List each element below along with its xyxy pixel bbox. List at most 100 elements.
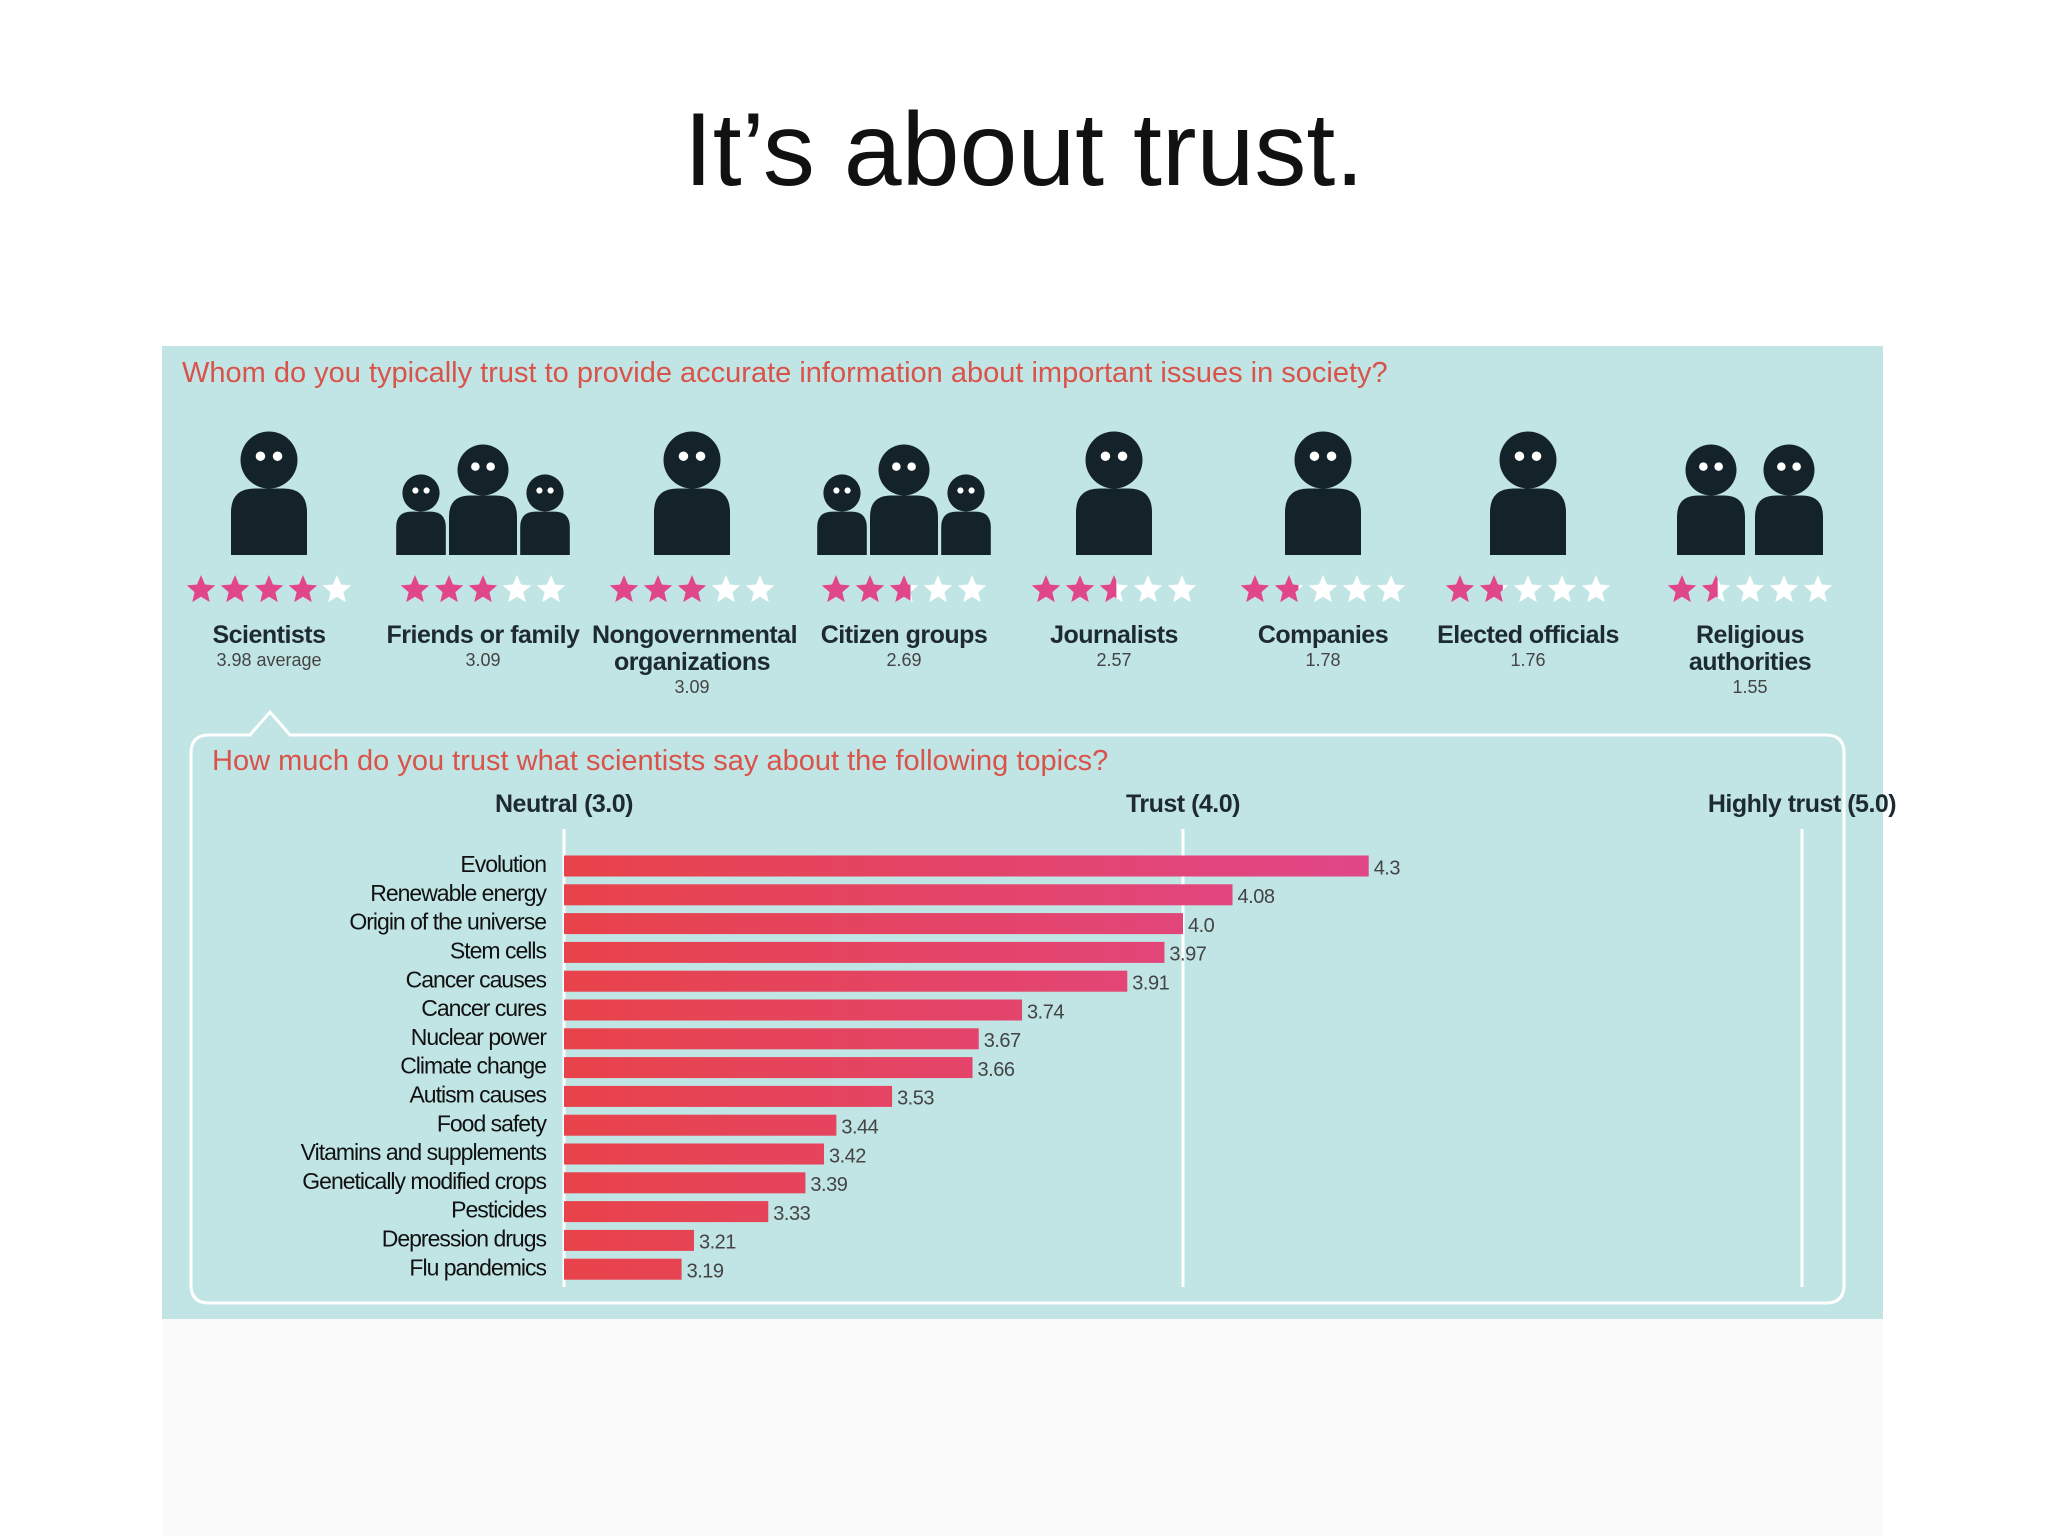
icon-eye bbox=[968, 487, 975, 494]
topic-box bbox=[189, 709, 1846, 1305]
bar bbox=[564, 941, 1165, 963]
star-filled bbox=[220, 575, 250, 603]
value-label: 3.39 bbox=[810, 1174, 847, 1196]
y-tick-label: Food safety bbox=[437, 1110, 548, 1136]
icon-head bbox=[663, 431, 721, 489]
star-filled bbox=[677, 575, 707, 603]
value-label: 3.66 bbox=[978, 1059, 1015, 1081]
y-tick-label: Depression drugs bbox=[382, 1225, 547, 1251]
star-rating bbox=[1240, 575, 1299, 603]
y-tick-label: Stem cells bbox=[450, 937, 547, 963]
icon bbox=[1285, 431, 1361, 555]
star-filled bbox=[1667, 575, 1697, 603]
star-rating bbox=[186, 575, 318, 603]
value-label: 3.53 bbox=[897, 1088, 934, 1110]
star-filled bbox=[468, 575, 498, 603]
y-tick-label: Climate change bbox=[400, 1053, 546, 1079]
star-filled bbox=[1031, 575, 1061, 603]
icon-body bbox=[231, 488, 307, 555]
group-label: Religious authorities 1.55 bbox=[1650, 622, 1850, 698]
bar bbox=[564, 1028, 979, 1050]
value-label: 3.19 bbox=[687, 1260, 724, 1282]
value-label: 3.97 bbox=[1169, 944, 1206, 966]
question: Whom do you typically trust to provide a… bbox=[182, 357, 1388, 389]
star-filled bbox=[1274, 575, 1299, 603]
y-tick-label: Genetically modified crops bbox=[302, 1168, 546, 1194]
icon-eye bbox=[678, 451, 689, 461]
group-name: Nongovernmental organizations bbox=[592, 621, 798, 676]
group-name: Friends or family bbox=[386, 621, 580, 649]
star-filled bbox=[254, 575, 284, 603]
icon-eye bbox=[423, 487, 430, 494]
icon bbox=[231, 431, 307, 555]
icon-head bbox=[1499, 431, 1557, 489]
icon-head bbox=[947, 474, 985, 512]
icon-body bbox=[1490, 488, 1566, 555]
star-filled bbox=[643, 575, 673, 603]
icon-eye bbox=[907, 462, 916, 471]
icon-eye bbox=[1117, 451, 1128, 461]
group-label: Companies 1.78 bbox=[1223, 622, 1423, 671]
value-label: 3.67 bbox=[984, 1030, 1021, 1052]
icon bbox=[817, 444, 991, 555]
icon-eye bbox=[1309, 451, 1320, 461]
icon-eye bbox=[833, 487, 840, 494]
star-filled bbox=[288, 575, 318, 603]
group-score: 3.98 average bbox=[216, 650, 322, 670]
icon-head bbox=[1685, 444, 1737, 496]
icon-eye bbox=[547, 487, 554, 494]
bar bbox=[564, 1172, 806, 1194]
star-rating bbox=[821, 575, 911, 603]
x-tick-label: Neutral (3.0) bbox=[495, 790, 633, 818]
star-empty bbox=[1167, 575, 1197, 603]
icon-body bbox=[1677, 495, 1745, 555]
icon-head bbox=[402, 474, 440, 512]
icon-head bbox=[1763, 444, 1815, 496]
icon bbox=[1677, 444, 1823, 555]
star-empty bbox=[957, 575, 987, 603]
star-empty bbox=[1735, 575, 1765, 603]
star-empty bbox=[745, 575, 775, 603]
star-empty bbox=[1513, 575, 1543, 603]
icon-eye bbox=[1514, 451, 1525, 461]
star-empty bbox=[1133, 575, 1163, 603]
group-label: Journalists 2.57 bbox=[1014, 622, 1214, 671]
icon-eye bbox=[486, 462, 495, 471]
icon-body bbox=[1076, 488, 1152, 555]
star-filled bbox=[821, 575, 851, 603]
y-tick-label: Pesticides bbox=[451, 1197, 546, 1223]
icon-body bbox=[520, 511, 570, 555]
icon-body bbox=[817, 511, 867, 555]
icon bbox=[396, 444, 570, 555]
y-tick-label: Vitamins and supplements bbox=[301, 1139, 547, 1165]
icon-eye bbox=[695, 451, 706, 461]
panel-shadow bbox=[162, 1319, 1883, 1536]
question: How much do you trust what scientists sa… bbox=[212, 745, 1108, 777]
group-label: Citizen groups 2.69 bbox=[804, 622, 1004, 671]
y-tick-label: Nuclear power bbox=[411, 1024, 548, 1050]
group-label: Friends or family 3.09 bbox=[383, 622, 583, 671]
y-tick-label: Cancer cures bbox=[421, 995, 546, 1021]
star-rating bbox=[1667, 575, 1718, 603]
star-rating bbox=[1445, 575, 1503, 603]
icon-body bbox=[1755, 495, 1823, 555]
icon-eye bbox=[844, 487, 851, 494]
star-filled bbox=[1065, 575, 1095, 603]
bar bbox=[564, 884, 1233, 906]
star-empty bbox=[536, 575, 566, 603]
group-label: Nongovernmental organizations 3.09 bbox=[592, 621, 798, 698]
icon bbox=[1076, 431, 1152, 555]
bar bbox=[564, 1114, 837, 1136]
icon-eye bbox=[1326, 451, 1337, 461]
star-filled bbox=[855, 575, 885, 603]
x-tick-label: Trust (4.0) bbox=[1126, 790, 1240, 818]
star-filled bbox=[400, 575, 430, 603]
group-score: 2.57 bbox=[1096, 650, 1132, 670]
group-name: Citizen groups bbox=[820, 621, 988, 649]
value-label: 4.3 bbox=[1374, 857, 1401, 879]
star-filled bbox=[711, 585, 713, 586]
group-score: 2.69 bbox=[886, 650, 922, 670]
group-score: 1.76 bbox=[1510, 650, 1546, 670]
star-rating bbox=[609, 575, 713, 603]
icon-eye bbox=[471, 462, 480, 471]
